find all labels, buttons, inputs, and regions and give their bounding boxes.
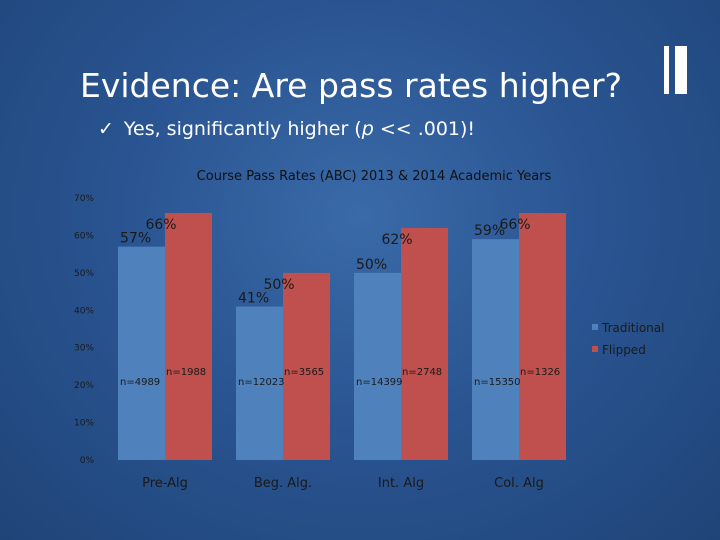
slide-title: Evidence: Are pass rates higher? — [80, 66, 623, 105]
bar-flipped-2 — [283, 272, 330, 460]
x-category-label: Col. Alg — [494, 476, 544, 491]
legend-label-traditional: Traditional — [601, 321, 664, 335]
subtitle-text-pre: Yes, significantly higher ( — [123, 118, 362, 140]
y-tick-label: 20% — [74, 381, 94, 391]
value-label: 66% — [145, 217, 176, 233]
x-category-label: Beg. Alg. — [254, 476, 312, 491]
value-label: 41% — [238, 291, 269, 307]
n-label: n=2748 — [402, 367, 442, 378]
n-label: n=12023 — [238, 377, 285, 388]
x-category-label: Pre-Alg — [142, 476, 188, 491]
subtitle-text-post: << .001)! — [373, 118, 476, 140]
bar-flipped-1 — [165, 212, 212, 460]
subtitle-p-italic: p — [361, 118, 374, 140]
y-tick-label: 70% — [74, 194, 94, 204]
y-tick-label: 0% — [80, 456, 95, 466]
y-tick-label: 30% — [74, 344, 94, 354]
y-tick-label: 60% — [74, 231, 94, 241]
y-tick-label: 40% — [74, 306, 94, 316]
category-labels: Pre-Alg Beg. Alg. Int. Alg Col. Alg — [142, 476, 544, 491]
n-label: n=15350 — [474, 377, 521, 388]
n-label: n=1988 — [166, 367, 206, 378]
bar-traditional-2 — [236, 306, 283, 460]
y-axis: 0% 10% 20% 30% 40% 50% 60% 70% — [74, 194, 94, 466]
legend-swatch-flipped — [592, 346, 598, 352]
data-labels: 57% n=4989 66% n=1988 41% n=12023 50% n=3565 50%… — [120, 217, 560, 388]
check-icon: ✓ — [98, 118, 114, 140]
chart-title: Course Pass Rates (ABC) 2013 & 2014 Acad… — [197, 169, 552, 184]
n-label: n=14399 — [356, 377, 403, 388]
value-label: 57% — [120, 231, 151, 247]
legend-swatch-traditional — [592, 324, 598, 330]
value-label: 66% — [499, 217, 530, 233]
x-category-label: Int. Alg — [378, 476, 424, 491]
bar-flipped-4 — [519, 212, 566, 460]
value-label: 62% — [381, 232, 412, 248]
bar-flipped-3 — [401, 227, 448, 460]
legend: Traditional Flipped — [592, 321, 664, 357]
value-label: 50% — [356, 257, 387, 273]
legend-label-flipped: Flipped — [602, 343, 646, 357]
bar-traditional-1 — [118, 246, 165, 460]
n-label: n=1326 — [520, 367, 560, 378]
subtitle: ✓ Yes, significantly higher (p << .001)! — [98, 118, 475, 140]
bar-group — [118, 212, 566, 460]
value-label: 50% — [263, 277, 294, 293]
y-tick-label: 10% — [74, 419, 94, 429]
y-tick-label: 50% — [74, 269, 94, 279]
bar-traditional-3 — [354, 272, 401, 460]
n-label: n=3565 — [284, 367, 324, 378]
bar-traditional-4 — [472, 239, 519, 460]
decorative-bar-right — [675, 46, 687, 94]
n-label: n=4989 — [120, 377, 160, 388]
decorative-bar-left — [664, 46, 669, 94]
value-label: 59% — [474, 223, 505, 239]
